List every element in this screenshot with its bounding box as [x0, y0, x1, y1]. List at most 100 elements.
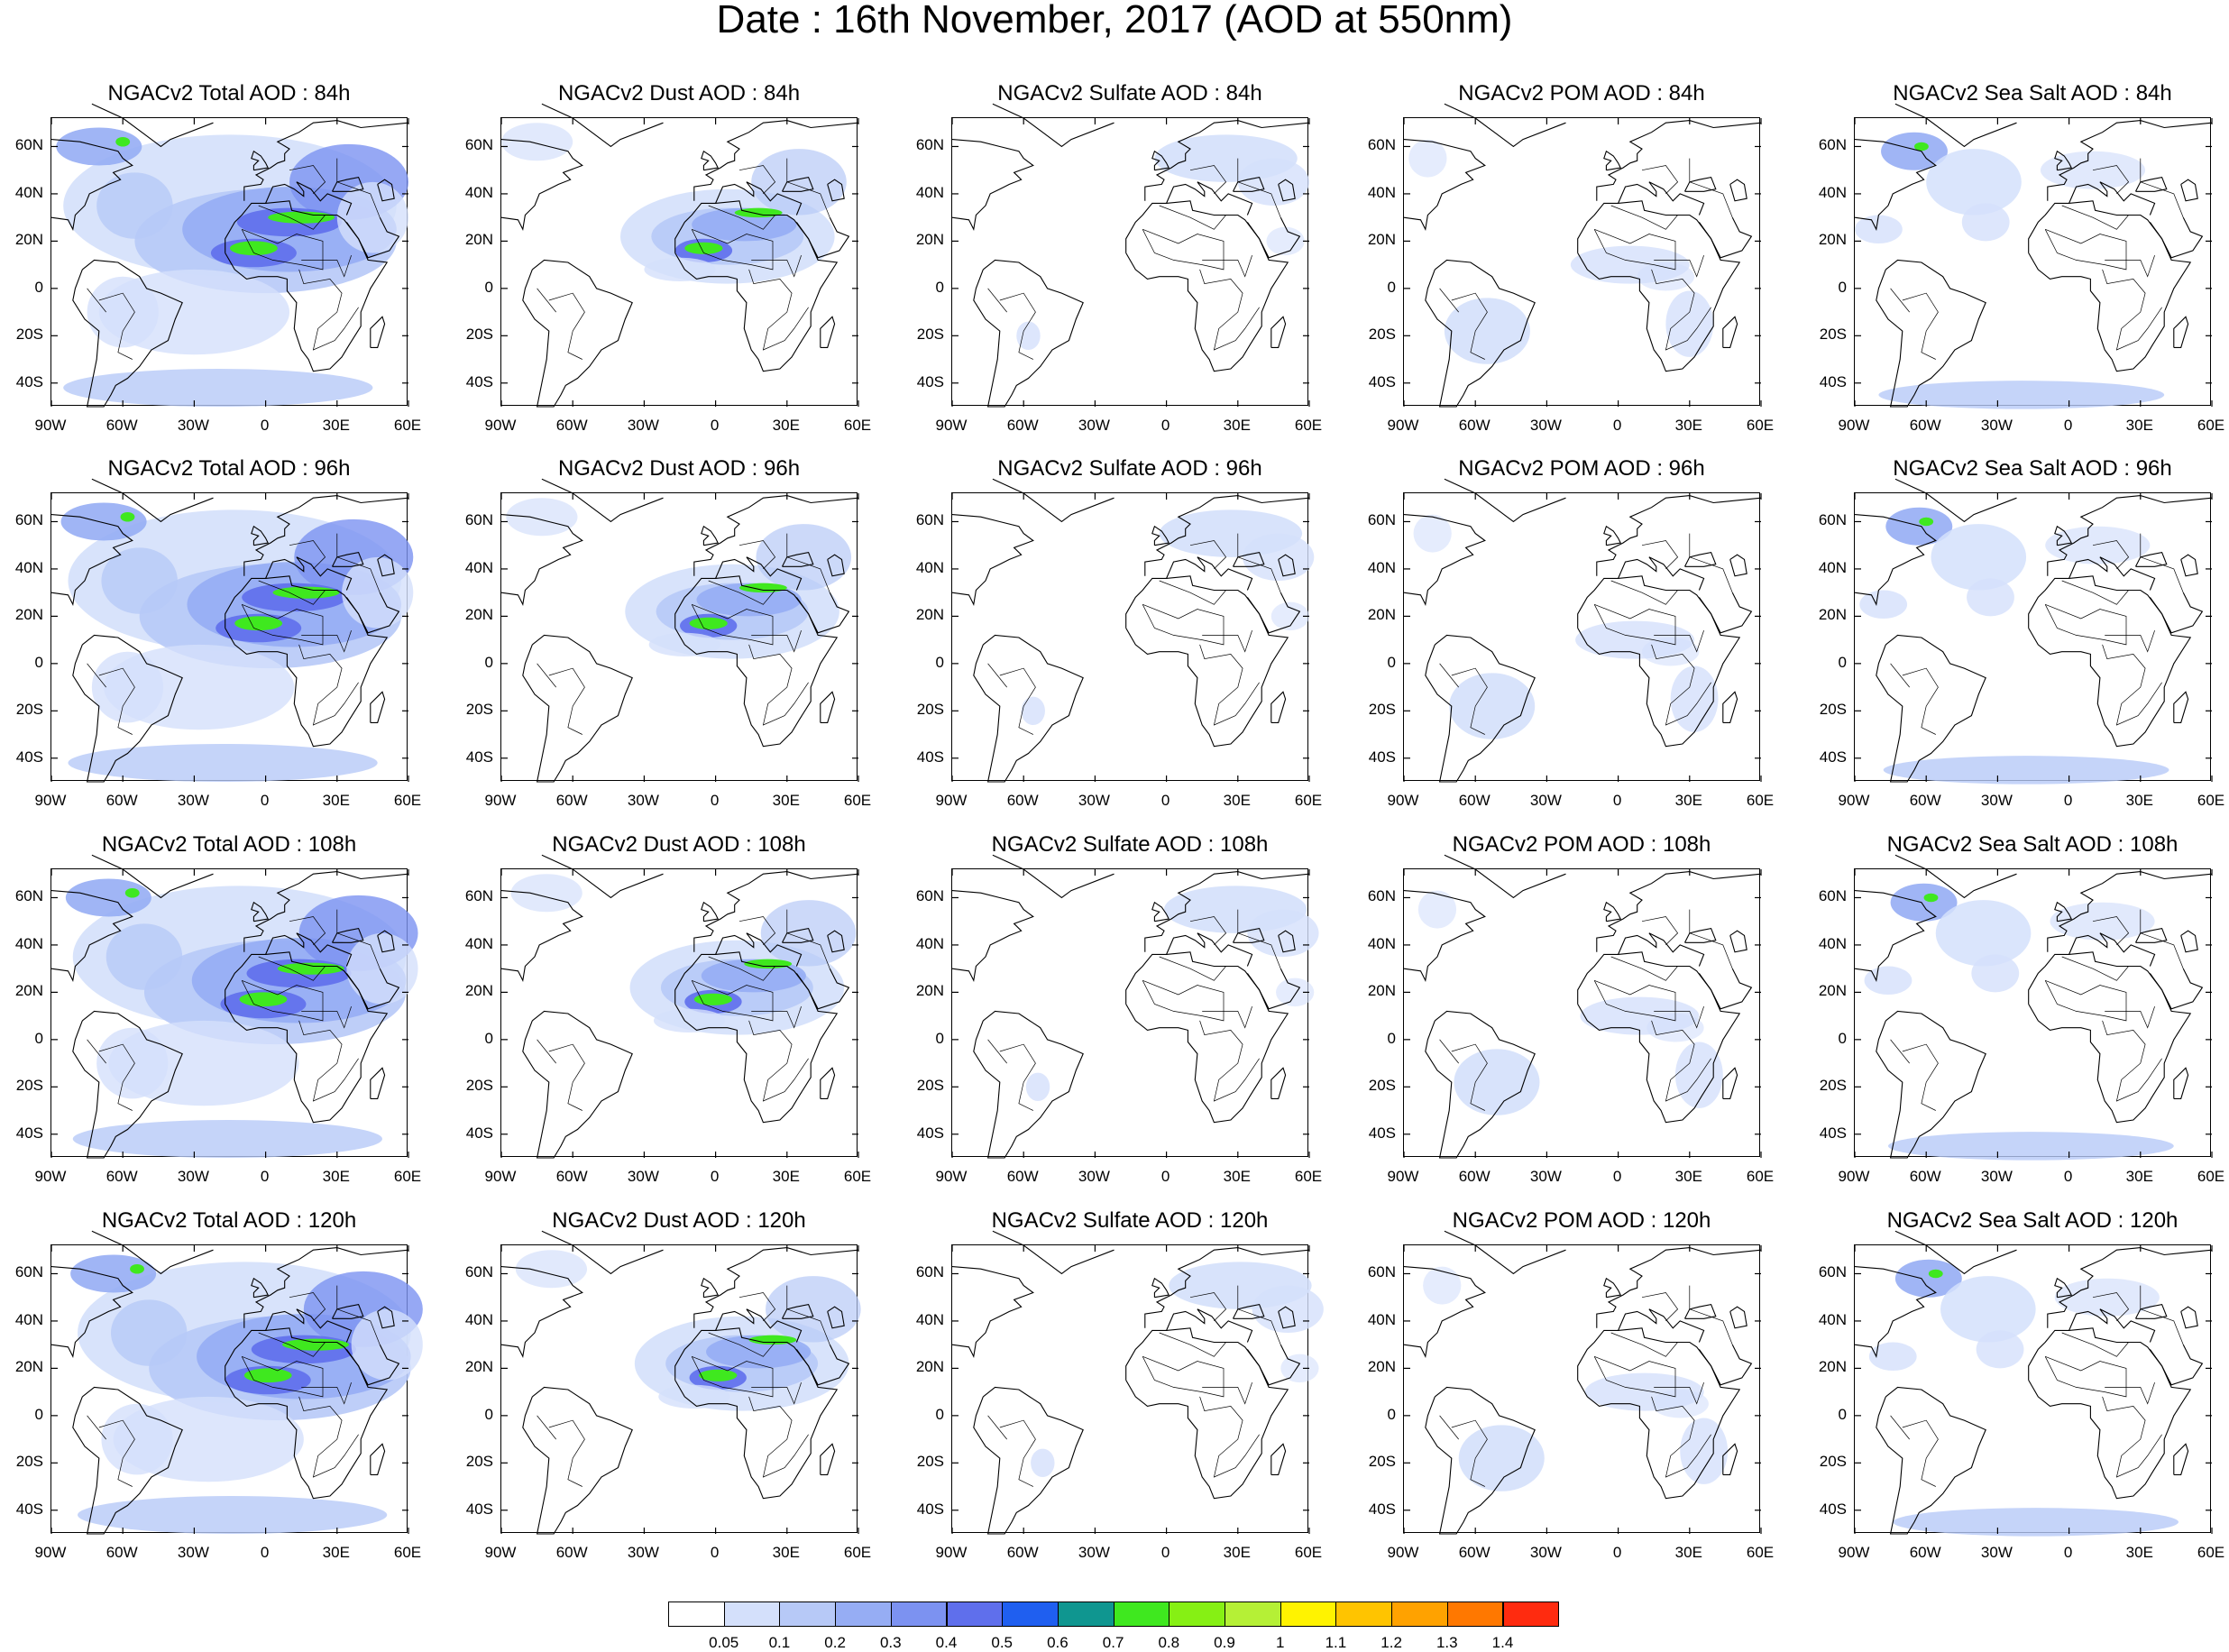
aod-plume [510, 874, 582, 913]
lon-tick-label: 60E [1746, 1168, 1775, 1185]
lon-tick-label: 60W [555, 792, 588, 809]
lat-tick-label: 40S [465, 372, 493, 390]
coastline-europe [1144, 1247, 1310, 1328]
lon-tick-label: 0 [2063, 1168, 2073, 1185]
lon-tick-label: 90W [935, 1544, 968, 1561]
colorbar-swatch [1113, 1602, 1170, 1627]
lat-tick-label: 60N [1818, 887, 1847, 905]
lon-tick-label: 30E [1674, 1544, 1702, 1561]
lat-tick-label: 20S [1368, 1077, 1396, 1095]
country-border [298, 644, 359, 726]
lon-tick-label: 0 [260, 792, 270, 809]
coastline-madagascar [1270, 1443, 1287, 1475]
coastline-madagascar [370, 316, 386, 348]
coastline-madagascar [820, 691, 836, 723]
coastline-greenland [91, 854, 214, 899]
aod-plume [1928, 1269, 1943, 1279]
lon-tick-label: 90W [484, 417, 517, 434]
lon-tick-label: 60E [843, 417, 872, 434]
lon-tick-label: 0 [1612, 1544, 1622, 1561]
aod-plume [1940, 1276, 2036, 1343]
map-canvas [1854, 478, 2213, 785]
lat-tick-label: 20N [464, 231, 493, 249]
colorbar-swatch [1225, 1602, 1281, 1627]
coastline-europe [2047, 495, 2213, 576]
lat-tick-label: 0 [935, 1029, 944, 1047]
country-border [1689, 1285, 1733, 1345]
aod-plume [1890, 883, 1958, 922]
lon-tick-label: 0 [260, 1168, 270, 1185]
coastline-madagascar [1270, 316, 1287, 348]
lat-tick-label: 0 [935, 653, 944, 671]
lon-tick-label: 60E [393, 417, 422, 434]
lon-tick-label: 60W [105, 1168, 138, 1185]
coastline-arabia [1246, 968, 1301, 1010]
lon-tick-label: 60W [105, 417, 138, 434]
coastline-europe [2047, 871, 2213, 952]
lat-tick-label: 20S [1819, 1077, 1847, 1095]
aod-plume [1878, 381, 2165, 409]
coastline-greenland [1894, 103, 2017, 148]
lon-tick-label: 30E [772, 1168, 800, 1185]
country-border [1199, 1020, 1260, 1102]
coastline-europe [1144, 871, 1310, 952]
aod-plume [1637, 262, 1695, 291]
country-border [298, 1020, 359, 1102]
coastline-caspian [827, 179, 845, 202]
map-panel-pom [1403, 854, 1762, 1159]
colorbar-swatch [1502, 1602, 1560, 1627]
aod-plume [699, 1369, 738, 1381]
map-panel-total [50, 1230, 423, 1535]
coastline-madagascar [370, 691, 386, 723]
country-border [1237, 158, 1281, 218]
lat-tick-label: 40N [14, 934, 43, 952]
lon-tick-label: 0 [1612, 1168, 1622, 1185]
aod-plume [2054, 1278, 2160, 1317]
aod-plume [693, 993, 733, 1005]
coastline-europe [1144, 120, 1310, 201]
coastline-europe [243, 1247, 409, 1328]
lon-tick-label: 30E [322, 1168, 350, 1185]
country-border [999, 667, 1036, 735]
coastline-namerica [50, 514, 133, 607]
colorbar-swatch [946, 1602, 1004, 1627]
country-border [2044, 1355, 2127, 1398]
panel-title: NGACv2 Sea Salt AOD : 120h [1886, 1208, 2179, 1233]
aod-plume [1458, 1425, 1545, 1491]
aod-plume [1894, 1259, 1962, 1298]
aod-plume [65, 878, 151, 917]
country-border [1651, 1396, 1711, 1478]
country-border [1593, 979, 1676, 1022]
aod-plume [1881, 132, 1948, 170]
country-border [1689, 533, 1733, 593]
lon-tick-label: 30W [177, 1544, 209, 1561]
coastline-madagascar [1722, 1067, 1738, 1099]
lat-tick-label: 40N [1367, 1310, 1396, 1328]
lat-tick-label: 60N [14, 1263, 43, 1281]
lon-tick-label: 90W [1387, 1168, 1419, 1185]
lon-tick-label: 30W [1529, 1168, 1562, 1185]
country-border [1142, 603, 1225, 646]
coastline-samerica [1876, 634, 1986, 783]
coastline-caspian [1278, 1306, 1296, 1329]
colorbar-swatch [779, 1602, 837, 1627]
country-border [999, 292, 1036, 360]
aod-plume [130, 1263, 144, 1274]
lat-tick-label: 60N [14, 887, 43, 905]
lat-tick-label: 20N [14, 982, 43, 1000]
country-border [786, 533, 830, 593]
lat-tick-label: 40N [1818, 183, 1847, 201]
coastline-arabia [2149, 1344, 2204, 1386]
country-border [87, 663, 106, 688]
panel-title: NGACv2 Sulfate AOD : 84h [997, 81, 1262, 106]
country-border [738, 916, 776, 946]
country-border [1189, 1292, 1227, 1322]
country-border [1451, 1043, 1488, 1111]
country-border [751, 1381, 802, 1405]
lat-tick-label: 60N [1367, 1263, 1396, 1281]
country-border [289, 540, 326, 570]
country-border [748, 1020, 809, 1102]
lat-tick-label: 60N [14, 136, 43, 154]
lon-tick-label: 60W [1458, 417, 1491, 434]
lat-tick-label: 40S [465, 1500, 493, 1518]
